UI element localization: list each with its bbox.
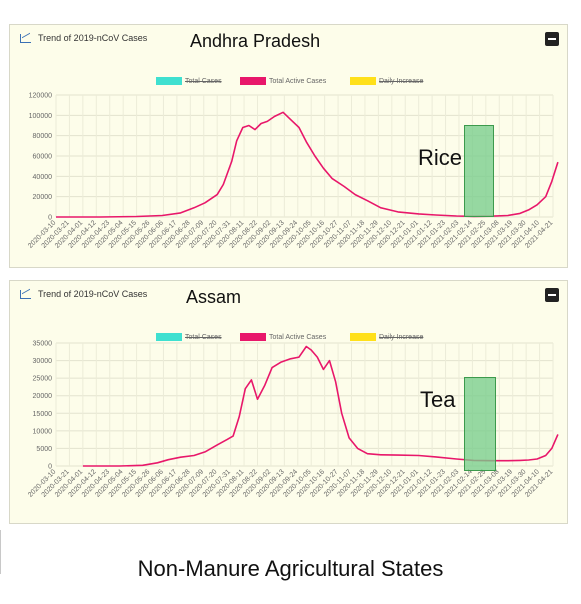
y-tick-label: 10000 [33, 428, 53, 435]
panel-header: Trend of 2019-nCoV Cases [10, 25, 567, 55]
minus-square-icon[interactable] [545, 32, 559, 46]
state-label: Assam [186, 287, 242, 307]
panel-header: Trend of 2019-nCoV Cases [10, 281, 567, 311]
y-tick-label: 20000 [33, 393, 53, 400]
minus-square-icon[interactable] [545, 288, 559, 302]
line-chart-icon [20, 290, 31, 299]
legend-item-total-cases[interactable]: Total Cases [156, 77, 222, 85]
y-tick-label: 0 [48, 215, 52, 222]
y-tick-label: 80000 [33, 133, 53, 140]
y-tick-label: 60000 [33, 154, 53, 161]
y-tick-label: 35000 [33, 341, 53, 348]
y-tick-label: 0 [48, 464, 52, 471]
chart-panel-andhra-pradesh: Trend of 2019-nCoV Cases Andhra Pradesh … [9, 24, 568, 268]
y-tick-label: 20000 [33, 194, 53, 201]
legend-item-total-cases[interactable]: Total Cases [156, 333, 222, 341]
page-edge-divider [0, 530, 1, 574]
crop-label: Tea [420, 387, 456, 412]
y-tick-label: 120000 [29, 93, 52, 100]
series-line-active-cases [56, 111, 559, 218]
crop-highlight-box [464, 377, 496, 471]
crop-label: Rice [418, 145, 463, 170]
y-tick-label: 5000 [36, 446, 52, 453]
y-tick-label: 30000 [33, 358, 53, 365]
y-tick-label: 15000 [33, 411, 53, 418]
legend-swatch [156, 333, 182, 341]
crop-highlight-box [464, 125, 494, 217]
y-tick-label: 40000 [33, 174, 53, 181]
state-label: Andhra Pradesh [190, 31, 321, 51]
chart-legend: Total Cases Total Active Cases Daily Inc… [150, 77, 450, 89]
legend-swatch [350, 77, 376, 85]
legend-item-active-cases[interactable]: Total Active Cases [240, 333, 326, 341]
chart-plot: 0200004000060000800001000001200002020-03… [27, 93, 559, 250]
y-tick-label: 25000 [33, 376, 53, 383]
legend-swatch [240, 333, 266, 341]
legend-item-daily-increase[interactable]: Daily Increase [350, 333, 423, 341]
legend-item-active-cases[interactable]: Total Active Cases [240, 77, 326, 85]
legend-swatch [156, 77, 182, 85]
legend-swatch [240, 77, 266, 85]
legend-swatch [350, 333, 376, 341]
legend-item-daily-increase[interactable]: Daily Increase [350, 77, 423, 85]
panel-title: Trend of 2019-nCoV Cases [38, 289, 148, 299]
chart-panel-assam: Trend of 2019-nCoV Cases Assam Total Cas… [9, 280, 568, 524]
chart-legend: Total Cases Total Active Cases Daily Inc… [150, 333, 450, 345]
page-caption: Non-Manure Agricultural States [137, 556, 444, 581]
y-tick-label: 100000 [29, 113, 52, 120]
panel-title: Trend of 2019-nCoV Cases [38, 33, 148, 43]
line-chart-icon [20, 34, 31, 43]
